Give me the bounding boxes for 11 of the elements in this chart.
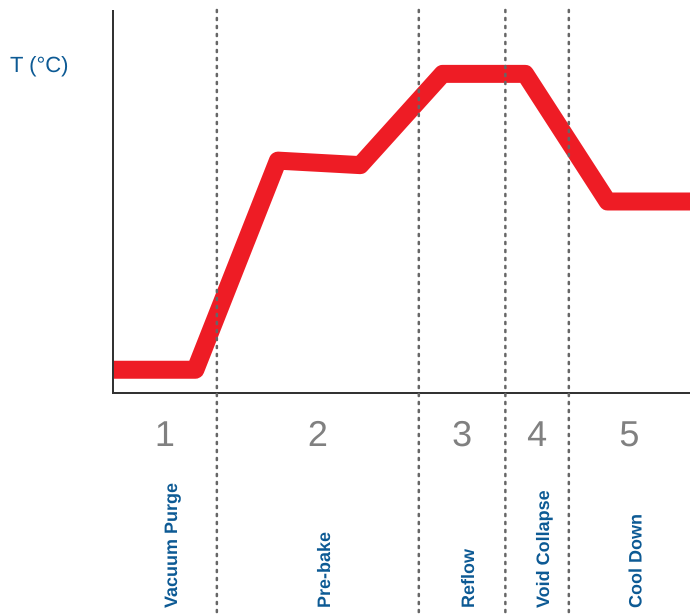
text: 5	[619, 412, 640, 454]
y-axis-title: T (°C)	[10, 52, 68, 78]
text: 2	[308, 412, 328, 454]
text: Reflow	[458, 548, 478, 608]
text: 1	[154, 412, 175, 454]
text: Void Collapse	[533, 490, 554, 608]
text: 3	[452, 412, 472, 454]
text: Vacuum Purge	[160, 482, 181, 608]
text: 4	[527, 412, 548, 454]
text: Pre-bake	[314, 532, 334, 608]
text: Cool Down	[625, 514, 646, 608]
